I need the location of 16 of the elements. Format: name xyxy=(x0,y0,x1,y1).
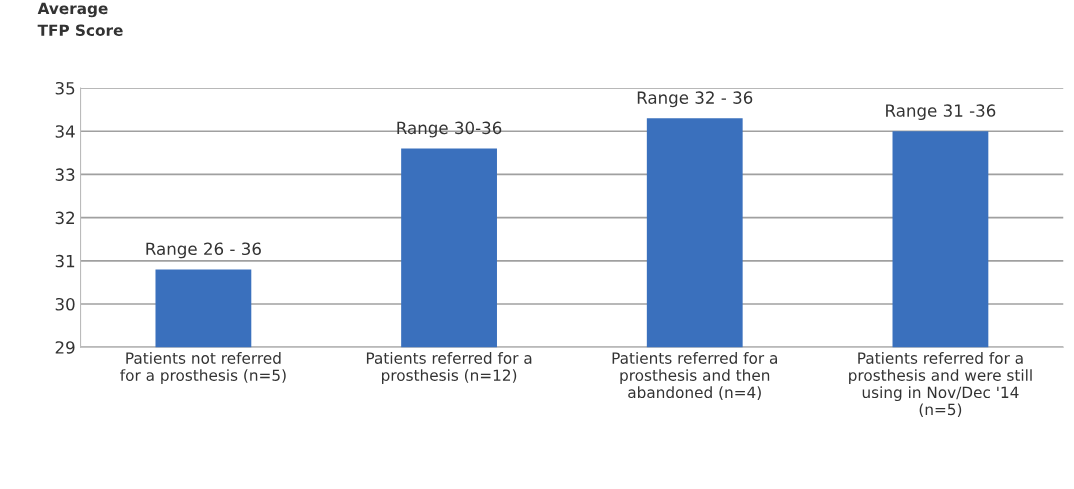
y-tick-label: 35 xyxy=(55,81,75,95)
annotation: Range 32 - 36 xyxy=(637,91,753,108)
y-tick-label: 30 xyxy=(55,297,75,311)
x-tick-label: Patients not referred for a prosthesis (n=5) xyxy=(120,352,286,384)
x-tick-label: Patients referred for a prosthesis (n=12) xyxy=(366,352,532,384)
y-tick-label: 34 xyxy=(55,125,75,138)
x-tick-label: Patients referred for a prosthesis and then abandoned (n=4) xyxy=(612,352,777,400)
y-axis-title: Average TFP Score xyxy=(37,2,123,37)
y-tick-label: 32 xyxy=(55,211,75,225)
y-tick-label: 31 xyxy=(55,254,75,268)
annotation: Range 26 - 36 xyxy=(146,242,261,259)
x-tick-label: Patients referred for a prosthesis and were still using in Nov/Dec '14 (n=5) xyxy=(849,352,1032,417)
y-tick-label: 29 xyxy=(55,341,75,354)
annotation: Range 30-36 xyxy=(397,121,502,138)
annotation: Range 31 -36 xyxy=(886,104,996,121)
y-tick-label: 33 xyxy=(55,168,75,181)
